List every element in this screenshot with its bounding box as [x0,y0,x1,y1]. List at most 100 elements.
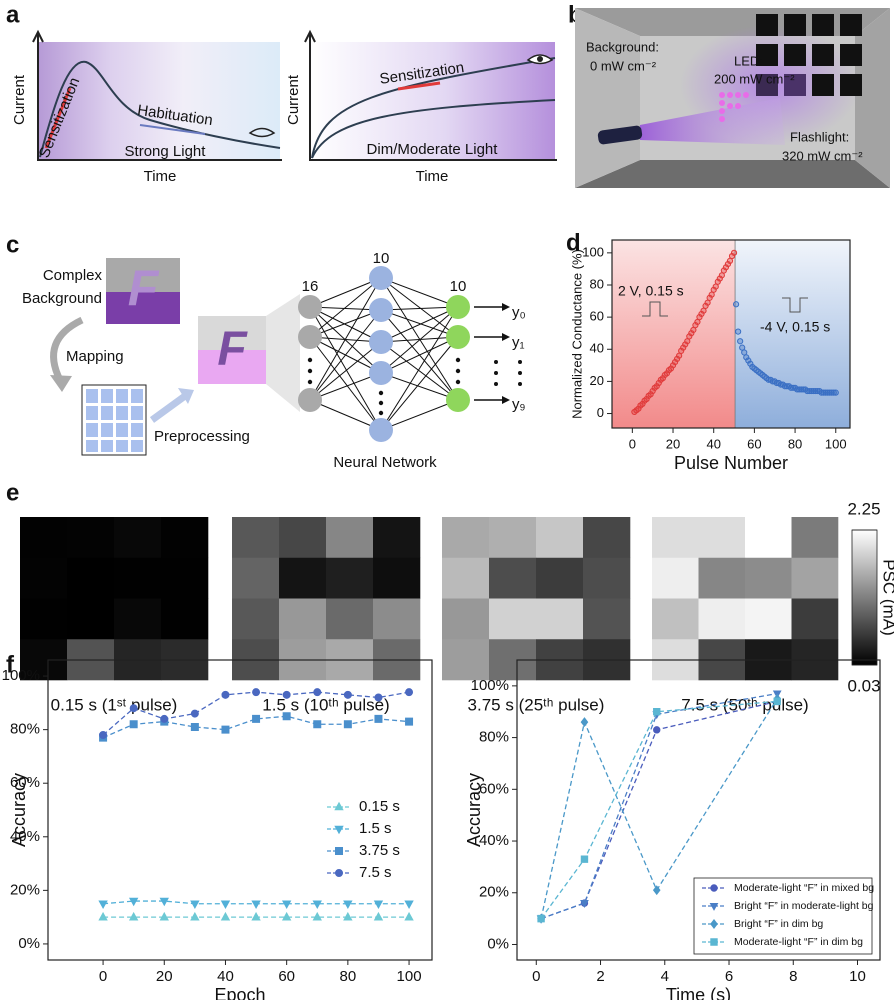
label-title: LED: [734,53,763,68]
heatmap-cell [114,517,162,559]
heatmap-cell [373,557,421,599]
data-point [732,301,740,308]
annotation: -4 V, 0.15 s [760,319,830,335]
panel-label: f [6,651,15,678]
input-image-bottom [106,292,180,324]
data-point [220,900,231,909]
y-tick-label: 100 [582,244,604,259]
data-point [728,252,736,260]
highlight [139,124,206,135]
connection [380,309,459,338]
legend-label: Moderate-light “F” in mixed bg [734,882,874,894]
arrow [32,29,44,43]
label-intensity: 0 mW cm⁻² [590,58,657,73]
data-point [680,344,687,351]
connection [380,277,459,308]
data-point [580,717,589,728]
data-point [281,911,292,921]
connection [309,306,382,343]
network-title: Neural Network [333,454,437,471]
data-point [343,911,353,921]
ellipsis-dot [518,382,522,386]
data-point [673,355,681,363]
label-intensity: 320 mW cm⁻² [782,148,863,163]
data-point [655,379,662,387]
data-point [343,690,352,699]
heatmap-caption: 1.5 s (10ᵗʰ pulse) [262,695,389,714]
heatmap-cell [536,517,584,559]
y-tick-label: 20 [590,373,604,388]
image-letter: F [128,260,160,316]
y-tick-label: 100% [471,677,509,694]
legend-marker [335,869,343,877]
data-point [159,897,169,907]
series-line [540,698,778,919]
y-tick-label: 60% [479,780,509,797]
panel-label: d [566,229,581,256]
ellipsis-dot [494,360,498,364]
input-label: Complex [43,267,103,284]
x-tick-label: 10 [849,968,866,985]
x-tick-label: 6 [725,968,733,985]
led-array [756,14,862,96]
heatmap-cell [442,598,490,640]
data-point [669,362,677,369]
data-point [373,900,384,909]
y-tick-label: 80% [479,729,509,746]
y-tick-label: 20% [479,884,509,901]
y-axis-label: Current [11,74,28,125]
heatmap-cell [442,639,490,681]
connection [380,306,459,311]
ceiling [575,8,890,36]
data-point [692,322,699,329]
output-label: y₉ [512,396,526,413]
pulse-icon [782,297,808,313]
mapping-label: Mapping [66,348,124,365]
data-point [343,720,352,729]
ellipsis-dot [307,368,313,374]
heatmap-caption: 0.15 s (1ˢᵗ pulse) [51,695,178,714]
processed-image-top [198,316,266,350]
layer-size: 10 [373,250,390,267]
y-tick-label: 40% [479,832,509,849]
x-tick-label: 20 [156,968,173,985]
y-axis-label: Accuracy [464,773,484,847]
x-tick-label: 100 [397,968,422,985]
heatmap-cell [652,598,699,640]
x-tick-label: 8 [789,968,797,985]
connection [380,306,459,431]
arrowhead [502,303,510,311]
heatmap-cell [442,557,490,599]
heatmap-cell [652,557,699,599]
y-axis-label: Normalized Conductance (%) [569,249,584,419]
neuron [298,295,322,319]
colorbar [851,529,878,666]
heatmap-cell [20,517,68,559]
data-point [221,725,230,734]
flashlight [597,125,643,145]
ellipsis-dot [494,371,498,375]
connection [380,341,459,401]
panel-b: Background: 0 mW cm⁻² LED: 200 mW cm⁻² F… [575,8,890,188]
x-tick-label: 20 [666,436,680,451]
data-point [747,360,754,367]
legend-label: 1.5 s [359,820,392,837]
phase-background [612,240,736,428]
data-point [404,911,414,921]
data-point [682,341,689,348]
data-point [652,885,661,896]
data-point [649,387,656,395]
arrow [304,29,316,43]
heatmap-cell [20,598,68,640]
heatmap-cell [232,517,280,559]
led-f-pattern [719,92,749,122]
colorbar-tick-label: 0.03 [847,676,880,695]
data-point [737,338,744,345]
panel-label: a [6,1,20,28]
data-point [190,722,199,731]
heatmap-cell [373,598,421,640]
data-point [671,359,679,366]
data-point [190,911,200,921]
right-wall [855,8,890,188]
data-point [716,275,723,282]
